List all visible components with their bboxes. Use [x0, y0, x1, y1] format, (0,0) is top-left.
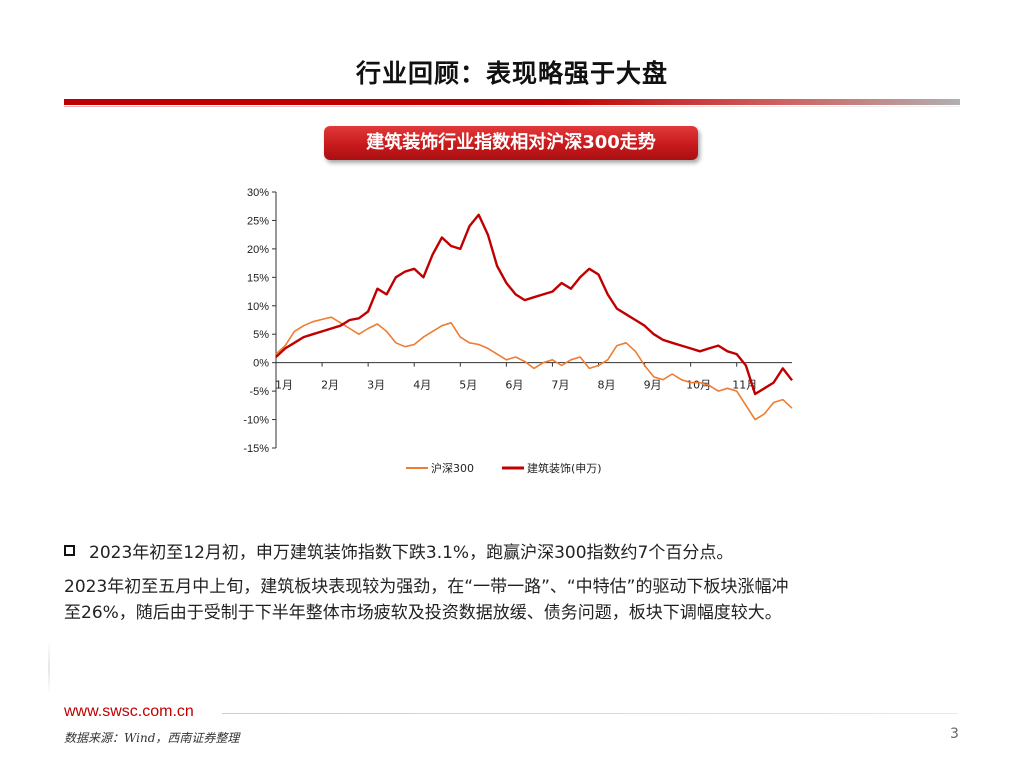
y-tick-label: -10% — [243, 415, 269, 427]
summary-line-2: 至26%，随后由于受制于下半年整体市场疲软及投资数据放缓、债务问题，板块下调幅度… — [64, 603, 782, 623]
title-underline-shadow — [64, 106, 960, 107]
y-tick-label: 15% — [247, 272, 269, 284]
left-accent-bar — [48, 640, 50, 695]
x-tick-label: 2月 — [321, 379, 339, 392]
bullet-square-icon — [64, 545, 75, 556]
summary-line-1: 2023年初至五月中上旬，建筑板块表现较为强劲，在“一带一路”、“中特估”的驱动… — [64, 577, 789, 597]
legend-label-construction: 建筑装饰(申万) — [527, 461, 602, 475]
chart-legend: 沪深300 建筑装饰(申万) — [406, 461, 602, 475]
summary-paragraph: 2023年初至五月中上旬，建筑板块表现较为强劲，在“一带一路”、“中特估”的驱动… — [64, 574, 964, 626]
x-tick-label: 1月 — [275, 379, 293, 392]
title-underline — [64, 99, 960, 105]
x-tick-label: 9月 — [644, 379, 662, 392]
y-tick-label: 5% — [253, 329, 269, 341]
legend-label-hs300: 沪深300 — [431, 461, 474, 475]
y-tick-label: 20% — [247, 244, 269, 256]
x-tick-label: 8月 — [598, 379, 616, 392]
series-line-hs300 — [275, 316, 793, 421]
slide-title: 行业回顾：表现略强于大盘 — [355, 59, 668, 88]
y-tick-label: 25% — [247, 215, 269, 227]
y-tick-label: 0% — [253, 358, 269, 370]
y-tick-label: -5% — [249, 386, 269, 398]
x-tick-label: 7月 — [551, 379, 569, 392]
series-layer — [275, 213, 793, 421]
company-website-link[interactable]: www.swsc.com.cn — [64, 703, 194, 720]
bullet-point: 2023年初至12月初，申万建筑装饰指数下跌3.1%，跑赢沪深300指数约7个百… — [64, 538, 964, 563]
chart-title-badge: 建筑装饰行业指数相对沪深300走势 — [324, 126, 698, 160]
page-number: 3 — [950, 726, 959, 742]
data-source-note: 数据来源：Wind，西南证券整理 — [64, 731, 240, 745]
x-axis: 1月 2月 3月 4月 5月 6月 7月 8月 9月 10月 11月 — [275, 362, 792, 392]
y-tick-label: 30% — [247, 187, 269, 199]
x-tick-label: 4月 — [413, 379, 431, 392]
series-line-construction — [275, 213, 793, 396]
footer-divider — [222, 713, 958, 714]
x-tick-label: 5月 — [459, 379, 477, 392]
bullet-text: 2023年初至12月初，申万建筑装饰指数下跌3.1%，跑赢沪深300指数约7个百… — [89, 543, 734, 563]
line-chart: 30% 25% 20% 15% 10% 5% 0% -5% -10% -15% 1月 2月 3月 4月 5… — [243, 187, 793, 475]
y-tick-label: 10% — [247, 301, 269, 313]
y-axis: 30% 25% 20% 15% 10% 5% 0% -5% -10% -15% — [243, 187, 277, 455]
x-tick-label: 3月 — [367, 379, 385, 392]
x-tick-label: 6月 — [505, 379, 523, 392]
y-tick-label: -15% — [243, 443, 269, 455]
